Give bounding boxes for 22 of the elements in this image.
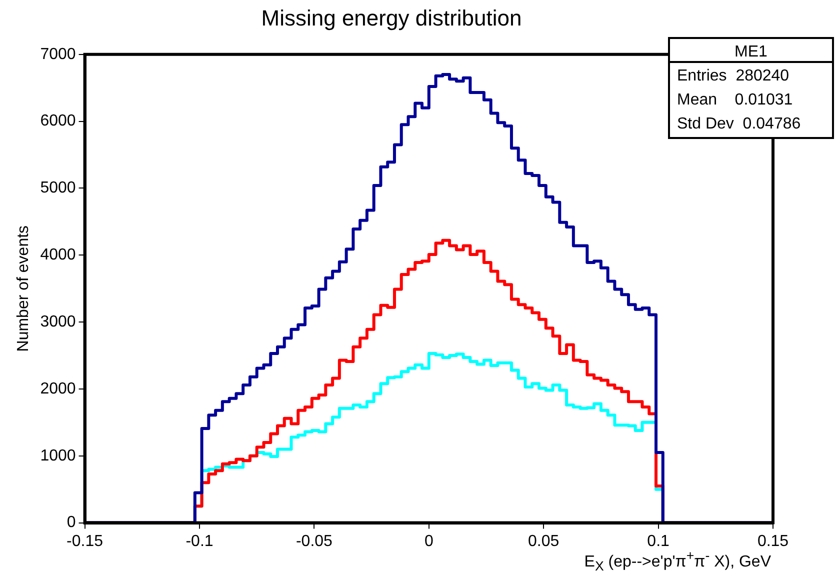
- y-tick-label: 3000: [40, 313, 76, 330]
- y-tick-label: 4000: [40, 246, 76, 264]
- y-tick-label: 7000: [40, 46, 76, 63]
- x-tick-label: -0.05: [296, 532, 333, 550]
- x-axis-title: E$_{X}$ (ep-->e'p'π$^{+}$π$^{-}$ X), GeV: [584, 548, 771, 574]
- x-tick-label: 0.05: [528, 532, 560, 550]
- y-axis-title: Number of events: [15, 225, 32, 352]
- x-tick-label: -0.1: [186, 532, 214, 550]
- y-tick-label: 5000: [40, 180, 76, 197]
- y-tick-label: 2000: [40, 380, 76, 398]
- annotation: ME1: [734, 43, 768, 60]
- y-tick-label: 1000: [40, 447, 76, 464]
- y-tick-label: 0: [66, 514, 76, 532]
- annotation: Mean 0.01031: [677, 91, 793, 108]
- x-tick-label: 0.1: [647, 532, 670, 550]
- x-tick-label: 0.15: [757, 532, 789, 550]
- x-tick-label: 0: [424, 532, 434, 550]
- y-tick-label: 6000: [40, 112, 76, 130]
- annotation: Std Dev 0.04786: [677, 115, 801, 132]
- x-tick-label: -0.15: [66, 532, 104, 550]
- chart-title: Missing energy distribution: [261, 5, 522, 30]
- annotation: Entries 280240: [677, 67, 790, 84]
